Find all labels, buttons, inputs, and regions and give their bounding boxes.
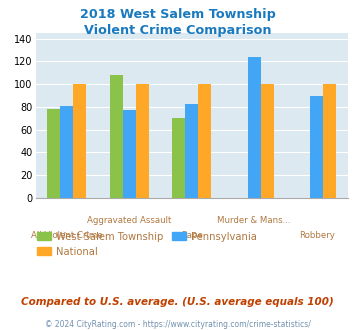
Bar: [110, 75, 123, 198]
Bar: [136, 84, 149, 198]
Bar: [310, 96, 323, 198]
Bar: [198, 84, 211, 198]
Text: Murder & Mans...: Murder & Mans...: [217, 216, 291, 225]
Bar: [323, 84, 336, 198]
Bar: [73, 84, 86, 198]
Bar: [185, 104, 198, 198]
Bar: [123, 110, 136, 198]
Bar: [261, 84, 274, 198]
Text: All Violent Crime: All Violent Crime: [31, 231, 103, 240]
Text: © 2024 CityRating.com - https://www.cityrating.com/crime-statistics/: © 2024 CityRating.com - https://www.city…: [45, 320, 310, 329]
Bar: [60, 106, 73, 198]
Bar: [47, 109, 60, 198]
Legend: West Salem Township, National, Pennsylvania: West Salem Township, National, Pennsylva…: [33, 228, 261, 261]
Bar: [172, 118, 185, 198]
Text: Aggravated Assault: Aggravated Assault: [87, 216, 171, 225]
Bar: [248, 57, 261, 198]
Text: Robbery: Robbery: [299, 231, 335, 240]
Text: 2018 West Salem Township
Violent Crime Comparison: 2018 West Salem Township Violent Crime C…: [80, 8, 275, 37]
Text: Rape: Rape: [181, 231, 203, 240]
Text: Compared to U.S. average. (U.S. average equals 100): Compared to U.S. average. (U.S. average …: [21, 297, 334, 307]
